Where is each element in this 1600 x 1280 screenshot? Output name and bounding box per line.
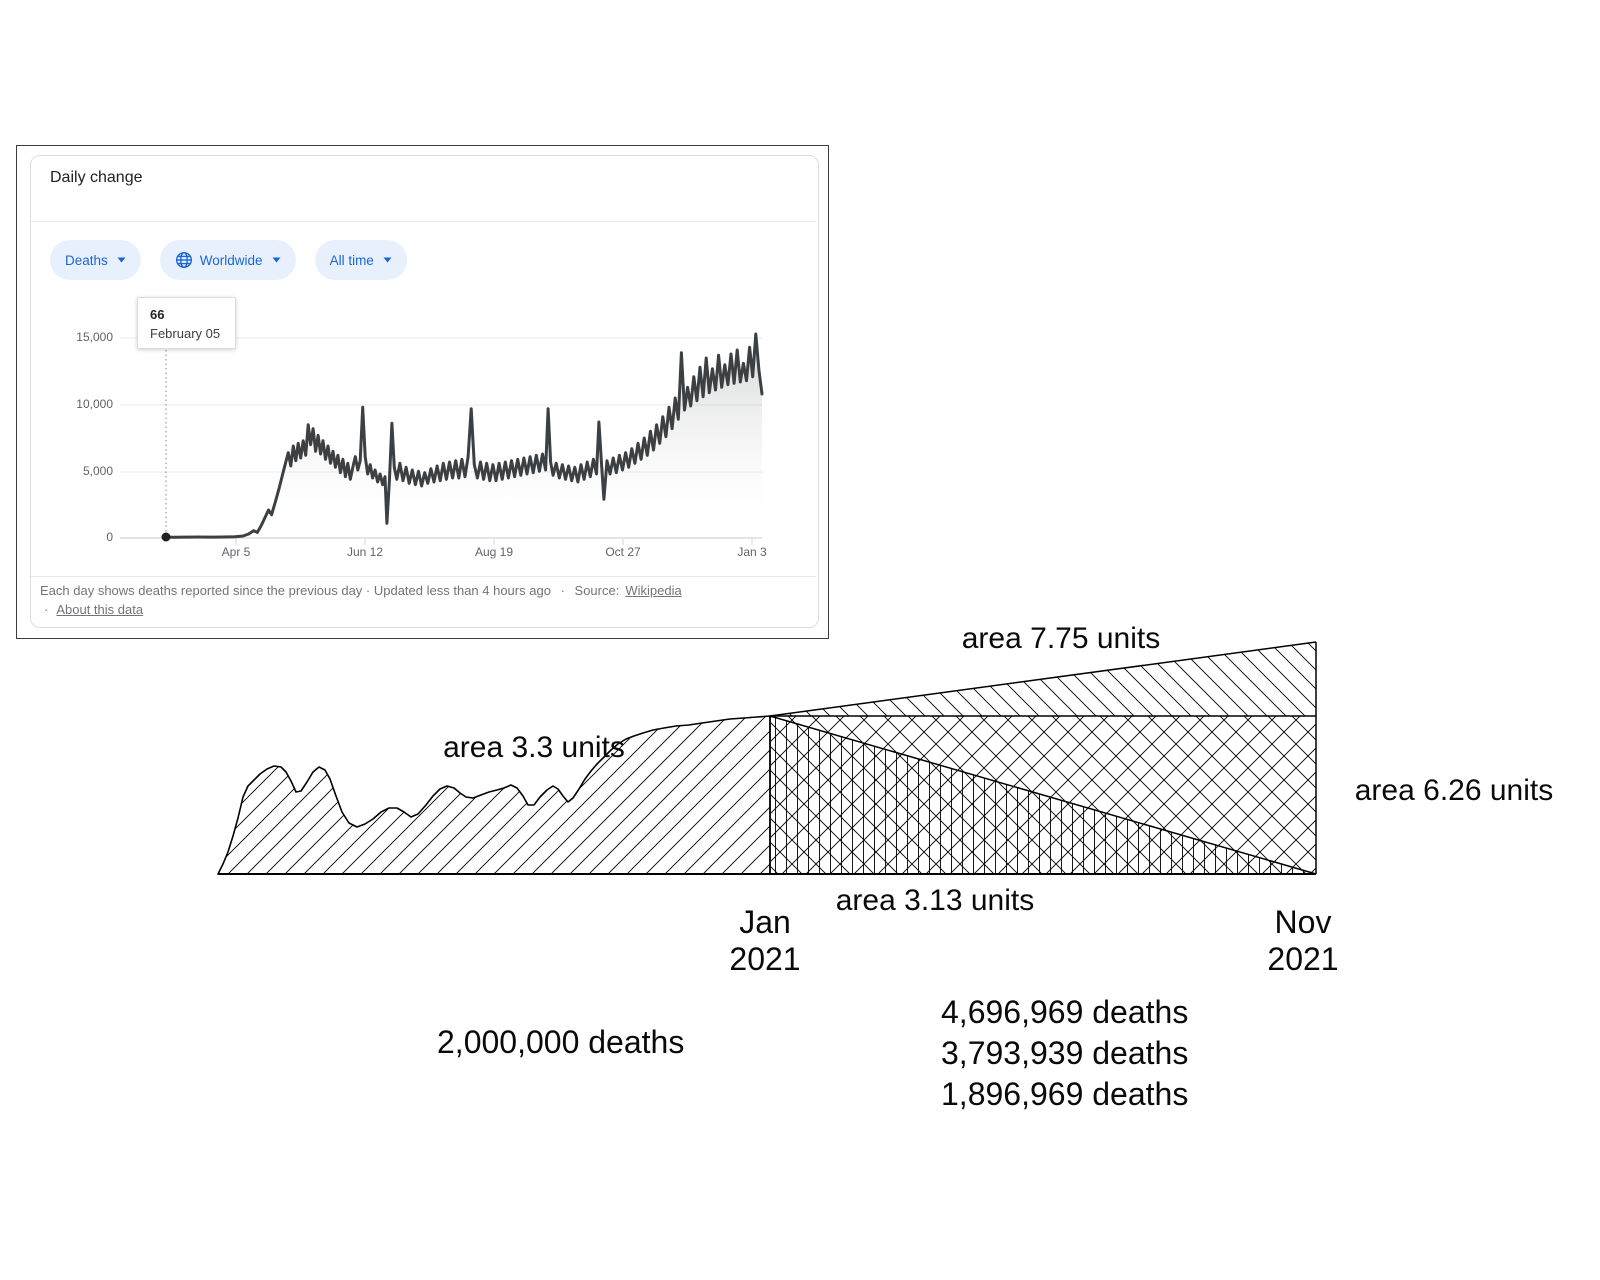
about-this-data-link[interactable]: About this data [56, 602, 144, 617]
footer-separator: · [44, 602, 49, 617]
chart-tooltip: 66 February 05 [137, 297, 236, 349]
region-dropdown-label: Worldwide [199, 252, 263, 268]
wikipedia-link[interactable]: Wikipedia [625, 583, 682, 598]
jan-2021-year: 2021 [729, 941, 801, 977]
deaths-total-jan-label: 2,000,000 deaths [437, 1024, 685, 1060]
rising-projection-line [769, 641, 1317, 717]
deaths-flat-total: 3,793,939 deaths [941, 1035, 1189, 1071]
chevron-down-icon [272, 257, 281, 263]
nov-2021-year: 2021 [1267, 941, 1339, 977]
x-tick-jun12: Jun 12 [346, 545, 384, 559]
area-6-26-label: area 6.26 units [1354, 774, 1554, 807]
metric-dropdown-label: Deaths [65, 252, 108, 268]
area-comparison-diagram [217, 641, 1317, 875]
timerange-dropdown[interactable]: All time [314, 240, 407, 280]
chevron-down-icon [383, 257, 392, 263]
daily-change-chart[interactable] [16, 145, 827, 637]
deaths-curve-region [217, 715, 771, 875]
tooltip-date: February 05 [150, 326, 221, 341]
globe-icon [175, 251, 193, 269]
jan-2021-axis-label: Jan 2021 [705, 904, 825, 978]
y-tick-10000: 10,000 [76, 397, 113, 411]
x-axis-ticks [235, 539, 753, 545]
x-tick-oct27: Oct 27 [605, 545, 641, 559]
x-tick-jan3: Jan 3 [737, 545, 767, 559]
declining-projection-line [769, 715, 1317, 875]
hovered-point-dot [161, 532, 171, 542]
footer-description: Each day shows deaths reported since the… [40, 583, 551, 598]
jan-2021-month: Jan [739, 904, 791, 940]
nov-2021-axis-label: Nov 2021 [1243, 904, 1363, 978]
metric-dropdown[interactable]: Deaths [50, 240, 141, 280]
series-area-fill [142, 334, 762, 538]
deaths-declining-total: 1,896,969 deaths [941, 1076, 1189, 1112]
footer-separator: · [560, 583, 565, 598]
chevron-down-icon [117, 257, 126, 263]
x-tick-aug19: Aug 19 [474, 545, 514, 559]
card-title: Daily change [50, 169, 143, 186]
series-line [161, 332, 764, 539]
area-3-13-label: area 3.13 units [835, 884, 1035, 917]
y-tick-0: 0 [106, 530, 113, 544]
diagram-outline-lines [218, 641, 1317, 875]
y-tick-5000: 5,000 [82, 464, 113, 478]
tooltip-value: 66 [150, 307, 165, 322]
footer-divider [31, 576, 816, 577]
nov-2021-month: Nov [1274, 904, 1332, 940]
deaths-projection-totals: 4,696,969 deaths 3,793,939 deaths 1,896,… [941, 992, 1188, 1115]
y-tick-15000: 15,000 [76, 330, 113, 344]
area-7-75-label: area 7.75 units [961, 622, 1161, 655]
filter-pill-row: Deaths Worldwide All time [50, 240, 407, 280]
deaths-rising-total: 4,696,969 deaths [941, 994, 1189, 1030]
timerange-dropdown-label: All time [329, 252, 374, 268]
footer-source-label: Source: [574, 583, 620, 598]
chart-footer: Each day shows deaths reported since the… [40, 581, 804, 619]
area-3-3-label: area 3.3 units [443, 731, 625, 764]
x-tick-apr5: Apr 5 [221, 545, 251, 559]
region-dropdown[interactable]: Worldwide [159, 240, 296, 280]
title-divider [31, 221, 816, 222]
